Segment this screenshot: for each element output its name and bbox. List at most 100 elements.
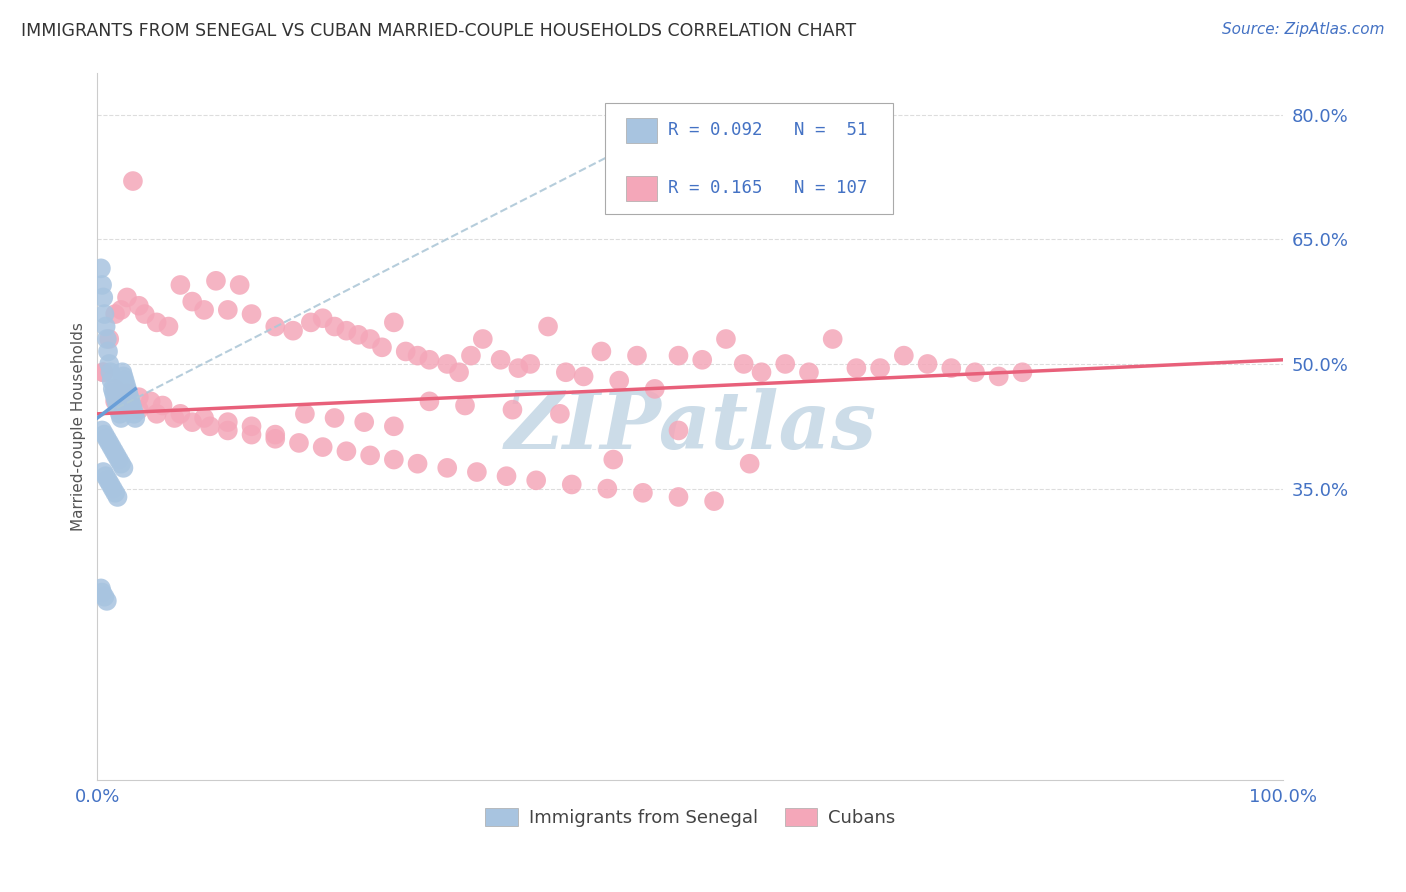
Point <box>110 457 132 471</box>
Point <box>893 349 915 363</box>
Point <box>104 485 127 500</box>
Point <box>217 415 239 429</box>
Point <box>395 344 418 359</box>
Point <box>121 399 143 413</box>
Point <box>572 369 595 384</box>
Point <box>169 277 191 292</box>
Point <box>120 394 142 409</box>
Point <box>591 344 613 359</box>
Point <box>436 461 458 475</box>
Point <box>963 365 986 379</box>
Point <box>323 319 346 334</box>
Point <box>631 485 654 500</box>
Point <box>104 390 127 404</box>
Point <box>797 365 820 379</box>
Point <box>96 332 118 346</box>
Point <box>418 352 440 367</box>
Point <box>264 319 287 334</box>
Point <box>193 302 215 317</box>
Point <box>217 302 239 317</box>
Point <box>98 332 121 346</box>
Point <box>100 477 122 491</box>
Point <box>418 394 440 409</box>
Point <box>118 390 141 404</box>
Point <box>104 394 127 409</box>
Text: ZIPatlas: ZIPatlas <box>505 387 876 465</box>
Point <box>90 582 112 596</box>
Point <box>941 361 963 376</box>
Point <box>124 411 146 425</box>
Point <box>845 361 868 376</box>
Point <box>115 386 138 401</box>
Point <box>108 407 131 421</box>
Point <box>114 374 136 388</box>
Point <box>751 365 773 379</box>
Point <box>117 386 139 401</box>
Point <box>703 494 725 508</box>
Point <box>107 490 129 504</box>
Point <box>264 427 287 442</box>
Point <box>359 332 381 346</box>
Point <box>90 261 112 276</box>
Point <box>103 386 125 401</box>
Point <box>91 365 114 379</box>
Point <box>495 469 517 483</box>
Point <box>382 452 405 467</box>
Point <box>519 357 541 371</box>
Point <box>93 590 115 604</box>
Point <box>94 469 117 483</box>
Point <box>104 307 127 321</box>
Point <box>110 411 132 425</box>
Point <box>668 349 690 363</box>
Point <box>96 432 118 446</box>
Point <box>91 277 114 292</box>
Point <box>145 407 167 421</box>
Point <box>382 315 405 329</box>
Point <box>347 327 370 342</box>
Point <box>107 399 129 413</box>
Point <box>101 382 124 396</box>
Point <box>738 457 761 471</box>
Point <box>281 324 304 338</box>
Point <box>152 399 174 413</box>
Y-axis label: Married-couple Households: Married-couple Households <box>72 322 86 531</box>
Point <box>353 415 375 429</box>
Point <box>157 319 180 334</box>
Point <box>100 374 122 388</box>
Point <box>110 302 132 317</box>
Point <box>596 482 619 496</box>
Point <box>626 349 648 363</box>
Point <box>114 377 136 392</box>
Point <box>460 349 482 363</box>
Point <box>668 490 690 504</box>
Point <box>548 407 571 421</box>
Point <box>987 369 1010 384</box>
Point <box>436 357 458 371</box>
Point <box>97 344 120 359</box>
Point <box>382 419 405 434</box>
Point <box>96 594 118 608</box>
Point <box>690 352 713 367</box>
Point <box>100 440 122 454</box>
Point <box>323 411 346 425</box>
Point <box>733 357 755 371</box>
Point <box>537 319 560 334</box>
Point <box>103 444 125 458</box>
Point <box>139 394 162 409</box>
Point <box>406 457 429 471</box>
Point <box>489 352 512 367</box>
Point <box>105 394 128 409</box>
Point <box>644 382 666 396</box>
Point <box>193 411 215 425</box>
Point <box>163 411 186 425</box>
Point <box>169 407 191 421</box>
Point <box>602 452 624 467</box>
Point <box>91 465 114 479</box>
Point <box>454 399 477 413</box>
Point <box>104 382 127 396</box>
Point <box>115 290 138 304</box>
Point <box>112 369 135 384</box>
Point <box>1011 365 1033 379</box>
Point <box>406 349 429 363</box>
Point <box>554 365 576 379</box>
